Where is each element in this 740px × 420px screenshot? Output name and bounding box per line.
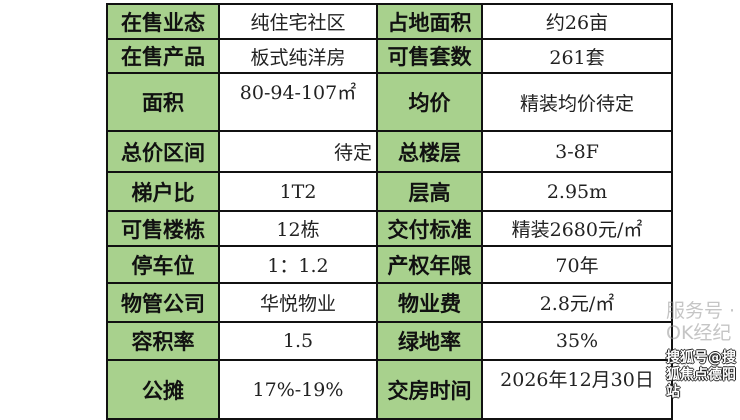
sohu-watermark: 搜狐号@搜狐焦点德阳站 xyxy=(666,350,736,400)
field-value: 3-8F xyxy=(483,132,671,171)
field-value: 板式纯洋房 xyxy=(220,40,376,72)
field-label: 可售套数 xyxy=(378,40,481,72)
field-label: 梯户比 xyxy=(108,173,218,210)
wechat-watermark: 服务号 · OK经纪 xyxy=(666,300,736,344)
field-label: 交房时间 xyxy=(378,361,481,418)
field-value: 261套 xyxy=(483,40,671,72)
field-value: 1：1.2 xyxy=(220,247,376,282)
field-value: 2.8元/㎡ xyxy=(483,284,671,321)
field-value: 精装2680元/㎡ xyxy=(483,212,671,245)
field-value: 17%-19% xyxy=(220,361,376,418)
field-label: 在售产品 xyxy=(108,40,218,72)
field-value: 待定 xyxy=(220,132,376,171)
field-label: 容积率 xyxy=(108,323,218,359)
field-value: 华悦物业 xyxy=(220,284,376,321)
field-label: 层高 xyxy=(378,173,481,210)
field-label: 面积 xyxy=(108,74,218,130)
field-label: 均价 xyxy=(378,74,481,130)
field-value: 1.5 xyxy=(220,323,376,359)
field-label: 交付标准 xyxy=(378,212,481,245)
field-value: 70年 xyxy=(483,247,671,282)
field-label: 总价区间 xyxy=(108,132,218,171)
field-label: 产权年限 xyxy=(378,247,481,282)
field-value: 35% xyxy=(483,323,671,359)
field-value: 约26亩 xyxy=(483,5,671,38)
project-info-table: 在售业态 纯住宅社区 占地面积 约26亩在售产品 板式纯洋房 可售套数 261套面积 80-9… xyxy=(106,3,673,420)
field-label: 占地面积 xyxy=(378,5,481,38)
field-value: 纯住宅社区 xyxy=(220,5,376,38)
field-label: 物业费 xyxy=(378,284,481,321)
field-label: 物管公司 xyxy=(108,284,218,321)
field-label: 绿地率 xyxy=(378,323,481,359)
field-value: 精装均价待定 xyxy=(483,74,671,130)
field-value: 1T2 xyxy=(220,173,376,210)
field-value: 12栋 xyxy=(220,212,376,245)
field-value: 80-94-107㎡ xyxy=(220,74,376,130)
field-label: 停车位 xyxy=(108,247,218,282)
field-label: 公摊 xyxy=(108,361,218,418)
field-label: 可售楼栋 xyxy=(108,212,218,245)
field-value: 2.95m xyxy=(483,173,671,210)
field-label: 在售业态 xyxy=(108,5,218,38)
field-value: 2026年12月30日 xyxy=(483,361,671,418)
field-label: 总楼层 xyxy=(378,132,481,171)
